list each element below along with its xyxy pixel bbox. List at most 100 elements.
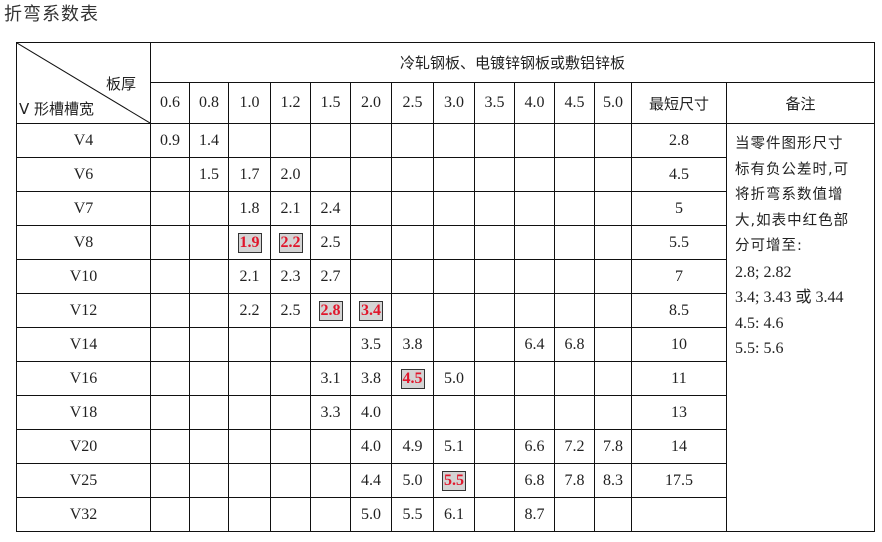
coefficient-cell — [189, 191, 229, 226]
coefficient-cell — [391, 259, 434, 294]
coefficient-cell — [514, 259, 555, 294]
coefficient-cell — [433, 327, 475, 362]
coefficient-cell: 8.7 — [514, 497, 555, 532]
coefficient-cell: 3.1 — [310, 361, 351, 396]
note-line: 当零件图形尺寸 — [735, 136, 844, 152]
min-size-cell: 4.5 — [631, 157, 727, 192]
coefficient-cell — [189, 395, 229, 430]
coefficient-cell — [554, 225, 595, 260]
notes-header: 备注 — [725, 82, 876, 124]
coefficient-cell — [150, 259, 190, 294]
thickness-header: 4.0 — [514, 82, 555, 124]
coefficient-cell — [514, 123, 555, 158]
coefficient-cell: 2.1 — [270, 191, 311, 226]
note-line: 大,如表中红色部 — [735, 212, 850, 229]
coefficient-cell: 3.4 — [350, 293, 392, 328]
coefficient-cell: 2.4 — [310, 191, 351, 226]
coefficient-cell — [594, 157, 632, 192]
corner-header-cell: 板厚 V 形槽槽宽 — [16, 42, 151, 124]
coefficient-cell — [350, 191, 392, 226]
coefficient-cell — [391, 395, 434, 430]
coefficient-cell — [554, 497, 595, 532]
min-size-cell: 7 — [631, 259, 727, 294]
min-size-cell — [631, 497, 727, 532]
thickness-header: 1.0 — [228, 82, 271, 124]
min-size-cell: 10 — [631, 327, 727, 362]
coefficient-cell — [594, 225, 632, 260]
coefficient-cell — [189, 225, 229, 260]
highlighted-coefficient: 4.5 — [400, 368, 425, 389]
coefficient-cell — [391, 123, 434, 158]
coefficient-cell — [310, 157, 351, 192]
coefficient-cell: 6.8 — [514, 463, 555, 498]
coefficient-cell: 7.8 — [594, 429, 632, 464]
thickness-header: 2.0 — [350, 82, 392, 124]
min-size-cell: 5 — [631, 191, 727, 226]
note-line: 将折弯系数值增 — [735, 187, 844, 203]
coefficient-cell — [514, 191, 555, 226]
coefficient-cell: 5.5 — [433, 463, 475, 498]
coefficient-cell: 2.5 — [310, 225, 351, 260]
highlighted-coefficient: 2.8 — [318, 300, 343, 321]
coefficient-cell — [350, 259, 392, 294]
table-row: V4 0.9 1.4 2.8 当零件图形尺寸 标有负公差时,可 将折弯系数值增 大,如表中红色… — [16, 123, 876, 532]
coefficient-cell: 4.9 — [391, 429, 434, 464]
highlighted-coefficient: 5.5 — [442, 470, 466, 491]
coefficient-cell: 5.0 — [433, 361, 475, 396]
coefficient-cell: 2.7 — [310, 259, 351, 294]
coefficient-cell — [228, 497, 271, 532]
min-size-cell: 14 — [631, 429, 727, 464]
coefficient-cell — [554, 191, 595, 226]
v-groove-cell: V6 — [16, 157, 151, 192]
coefficient-cell — [514, 225, 555, 260]
coefficient-cell: 1.4 — [189, 123, 229, 158]
coefficient-cell — [554, 259, 595, 294]
coefficient-cell: 1.8 — [228, 191, 271, 226]
coefficient-cell: 4.5 — [391, 361, 434, 396]
coefficient-cell — [189, 497, 229, 532]
coefficient-cell — [228, 429, 271, 464]
coefficient-cell — [150, 429, 190, 464]
thickness-header: 3.5 — [474, 82, 515, 124]
thickness-label: 板厚 — [105, 75, 136, 93]
coefficient-cell — [189, 361, 229, 396]
coefficient-cell — [228, 395, 271, 430]
note-line: 标有负公差时,可 — [735, 161, 850, 178]
coefficient-cell — [350, 123, 392, 158]
coefficient-cell: 8.3 — [594, 463, 632, 498]
thickness-header: 5.0 — [594, 82, 632, 124]
coefficient-cell — [150, 157, 190, 192]
thickness-header: 4.5 — [554, 82, 595, 124]
coefficient-cell: 4.0 — [350, 429, 392, 464]
v-groove-cell: V12 — [16, 293, 151, 328]
thickness-header: 3.0 — [433, 82, 475, 124]
thickness-header: 2.5 — [391, 82, 434, 124]
v-groove-width-label: V 形槽槽宽 — [19, 100, 95, 118]
coefficient-cell — [474, 497, 515, 532]
coefficient-cell: 1.9 — [228, 225, 271, 260]
coefficient-cell — [594, 361, 632, 396]
coefficient-cell — [474, 327, 515, 362]
coefficient-cell — [310, 497, 351, 532]
coefficient-cell — [554, 293, 595, 328]
note-value-line: 5.5: 5.6 — [735, 340, 784, 357]
coefficient-cell — [594, 191, 632, 226]
coefficient-cell: 5.1 — [433, 429, 475, 464]
coefficient-cell — [474, 463, 515, 498]
coefficient-cell — [270, 497, 311, 532]
coefficient-cell — [150, 497, 190, 532]
coefficient-cell — [433, 225, 475, 260]
page-title: 折弯系数表 — [4, 4, 99, 25]
thickness-header: 1.2 — [270, 82, 311, 124]
coefficient-cell — [514, 395, 555, 430]
coefficient-cell: 1.5 — [189, 157, 229, 192]
min-size-cell: 5.5 — [631, 225, 727, 260]
coefficient-cell — [228, 123, 271, 158]
min-size-cell: 17.5 — [631, 463, 727, 498]
note-line: 分可增至: — [735, 238, 803, 254]
coefficient-cell — [189, 259, 229, 294]
coefficient-cell — [433, 395, 475, 430]
coefficient-cell — [474, 157, 515, 192]
coefficient-cell — [554, 123, 595, 158]
thickness-header: 0.6 — [150, 82, 190, 124]
